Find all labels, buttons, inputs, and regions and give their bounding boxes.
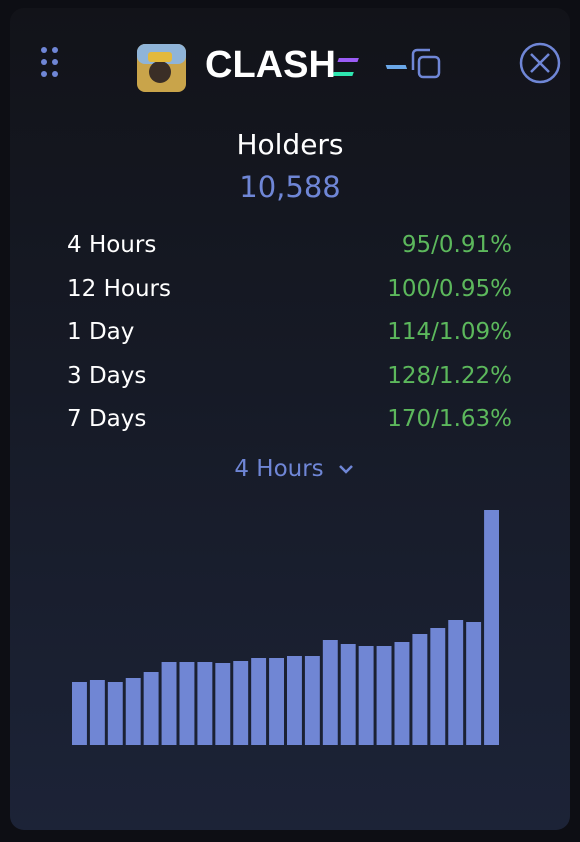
close-button[interactable] — [519, 42, 561, 84]
period-selector[interactable]: 4 Hours — [0, 456, 580, 482]
bar — [484, 510, 499, 745]
bar — [376, 646, 392, 745]
stat-value: 95/0.91% — [401, 232, 512, 258]
bar — [89, 680, 105, 745]
bar — [287, 656, 302, 745]
avatar — [137, 44, 186, 92]
stat-label: 1 Day — [67, 319, 135, 345]
stat-label: 7 Days — [67, 406, 147, 432]
bar — [251, 658, 267, 745]
period-label[interactable]: 4 Hours — [234, 456, 324, 482]
bar — [197, 662, 213, 745]
bar — [358, 646, 374, 745]
copy-button[interactable] — [411, 48, 441, 79]
bar — [430, 628, 446, 745]
token-title: CLASH — [205, 44, 336, 86]
bar — [466, 622, 482, 745]
bar — [215, 663, 231, 745]
bar — [322, 640, 338, 745]
bar — [448, 620, 464, 745]
bar — [394, 642, 410, 745]
bar — [412, 634, 428, 745]
bar — [269, 658, 284, 745]
bar — [340, 644, 356, 745]
stat-label: 3 Days — [67, 363, 147, 389]
stat-value: 114/1.09% — [387, 319, 512, 345]
bar — [161, 662, 177, 745]
stat-value: 170/1.63% — [387, 406, 512, 432]
chart — [72, 510, 499, 745]
bar — [143, 672, 159, 745]
stat-label: 4 Hours — [67, 232, 157, 258]
bar — [72, 682, 87, 745]
stat-value: 100/0.95% — [387, 276, 512, 302]
holders-label: Holders — [236, 128, 344, 161]
holders-value: 10,588 — [239, 170, 341, 204]
bar — [125, 678, 141, 745]
bar — [304, 656, 320, 745]
stat-label: 12 Hours — [67, 276, 171, 302]
drag-handle[interactable] — [41, 47, 58, 77]
dropdown-caret[interactable] — [339, 465, 353, 474]
bar — [179, 662, 195, 745]
stat-value: 128/1.22% — [387, 363, 512, 389]
chain-icon — [332, 58, 408, 76]
bar — [107, 682, 123, 745]
bar — [233, 661, 249, 745]
